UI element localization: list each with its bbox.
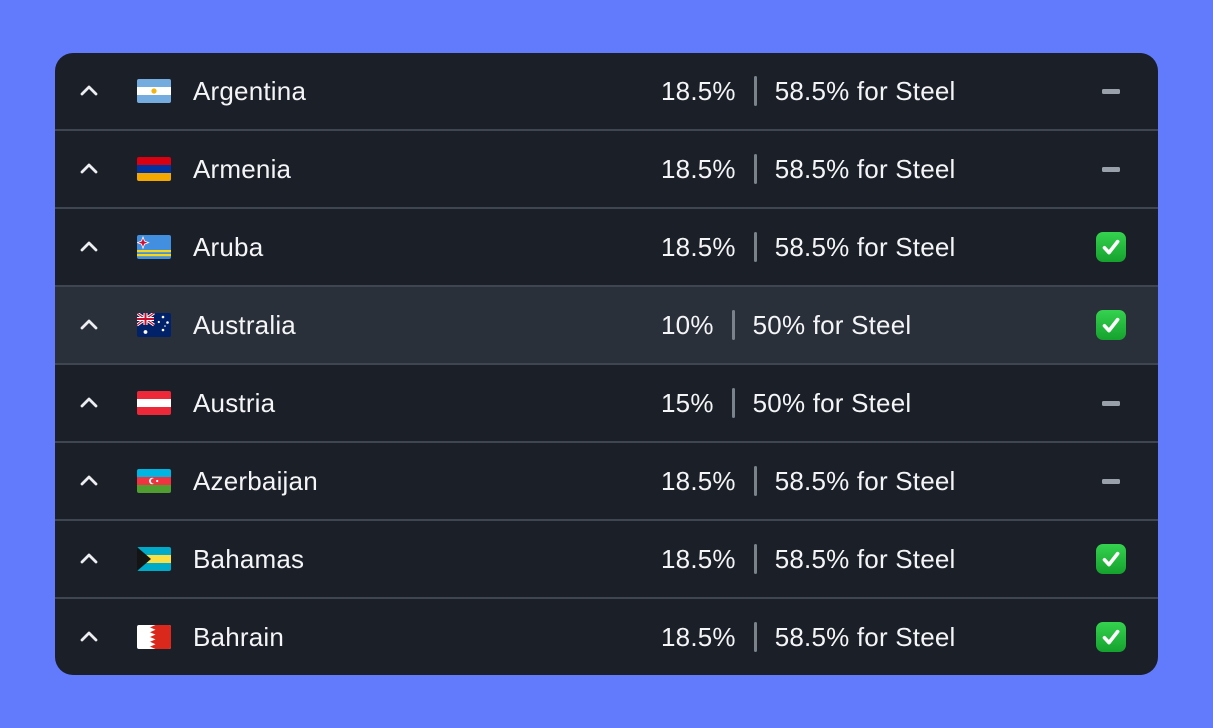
status-indicator — [1095, 599, 1127, 675]
armenia-flag-icon — [137, 157, 171, 181]
check-mark-icon — [1096, 622, 1126, 652]
tariff-rate: 18.5% — [661, 465, 736, 496]
chevron-up-icon — [80, 397, 98, 408]
tariff-rate: 18.5% — [661, 153, 736, 184]
argentina-flag-icon — [137, 79, 171, 103]
country-row[interactable]: Austria 15% 50% for Steel — [55, 363, 1158, 441]
tariff-rate: 10% — [661, 309, 714, 340]
country-row[interactable]: Bahrain 18.5% 58.5% for Steel — [55, 597, 1158, 675]
tariff-rates: 18.5% 58.5% for Steel — [661, 209, 956, 285]
tariff-rates: 18.5% 58.5% for Steel — [661, 521, 956, 597]
chevron-up-icon — [80, 319, 98, 330]
chevron-up-icon — [80, 85, 98, 96]
aruba-flag-icon — [137, 235, 171, 259]
rate-divider — [731, 310, 735, 340]
tariff-rate: 18.5% — [661, 621, 736, 652]
collapse-row-button[interactable] — [75, 311, 103, 339]
check-mark-icon — [1096, 544, 1126, 574]
rate-divider — [753, 76, 757, 106]
rate-divider — [753, 154, 757, 184]
check-mark-icon — [1096, 232, 1126, 262]
country-name: Armenia — [193, 153, 292, 184]
rate-divider — [753, 232, 757, 262]
rate-divider — [731, 388, 735, 418]
check-mark-icon — [1096, 310, 1126, 340]
chevron-up-icon — [80, 553, 98, 564]
australia-flag-icon — [137, 313, 171, 337]
chevron-up-icon — [80, 475, 98, 486]
status-indicator — [1095, 365, 1127, 441]
bahrain-flag-icon — [137, 625, 171, 649]
chevron-up-icon — [80, 163, 98, 174]
country-row[interactable]: Armenia 18.5% 58.5% for Steel — [55, 129, 1158, 207]
steel-tariff-rate: 58.5% for Steel — [774, 465, 956, 496]
steel-tariff-rate: 58.5% for Steel — [774, 621, 956, 652]
status-indicator — [1095, 53, 1127, 129]
country-name: Aruba — [193, 231, 264, 262]
tariff-rate: 18.5% — [661, 75, 736, 106]
bahamas-flag-icon — [137, 547, 171, 571]
country-row[interactable]: Azerbaijan 18.5% 58.5% for Steel — [55, 441, 1158, 519]
country-name: Bahrain — [193, 621, 285, 652]
collapse-row-button[interactable] — [75, 389, 103, 417]
country-row[interactable]: Argentina 18.5% 58.5% for Steel — [55, 53, 1158, 129]
steel-tariff-rate: 58.5% for Steel — [774, 153, 956, 184]
country-name: Bahamas — [193, 543, 305, 574]
tariff-rates: 15% 50% for Steel — [661, 365, 911, 441]
country-name: Austria — [193, 387, 276, 418]
collapse-row-button[interactable] — [75, 545, 103, 573]
tariff-rate: 15% — [661, 387, 714, 418]
collapse-row-button[interactable] — [75, 233, 103, 261]
dash-icon — [1102, 88, 1120, 94]
dash-icon — [1102, 478, 1120, 484]
austria-flag-icon — [137, 391, 171, 415]
tariff-rate: 18.5% — [661, 231, 736, 262]
chevron-up-icon — [80, 631, 98, 642]
tariff-rates: 10% 50% for Steel — [661, 287, 911, 363]
steel-tariff-rate: 58.5% for Steel — [774, 231, 956, 262]
status-indicator — [1095, 443, 1127, 519]
azerbaijan-flag-icon — [137, 469, 171, 493]
tariff-rates: 18.5% 58.5% for Steel — [661, 443, 956, 519]
country-row[interactable]: Australia 10% 50% for Steel — [55, 285, 1158, 363]
tariff-rates: 18.5% 58.5% for Steel — [661, 53, 956, 129]
country-row[interactable]: Bahamas 18.5% 58.5% for Steel — [55, 519, 1158, 597]
tariff-rates: 18.5% 58.5% for Steel — [661, 599, 956, 675]
collapse-row-button[interactable] — [75, 623, 103, 651]
country-name: Azerbaijan — [193, 465, 318, 496]
status-indicator — [1095, 209, 1127, 285]
rate-divider — [753, 544, 757, 574]
collapse-row-button[interactable] — [75, 467, 103, 495]
tariff-rate: 18.5% — [661, 543, 736, 574]
steel-tariff-rate: 58.5% for Steel — [774, 543, 956, 574]
steel-tariff-rate: 58.5% for Steel — [774, 75, 956, 106]
chevron-up-icon — [80, 241, 98, 252]
steel-tariff-rate: 50% for Steel — [752, 387, 912, 418]
country-name: Argentina — [193, 75, 307, 106]
rate-divider — [753, 622, 757, 652]
country-row[interactable]: Aruba 18.5% 58.5% for Steel — [55, 207, 1158, 285]
collapse-row-button[interactable] — [75, 77, 103, 105]
collapse-row-button[interactable] — [75, 155, 103, 183]
dash-icon — [1102, 400, 1120, 406]
status-indicator — [1095, 287, 1127, 363]
status-indicator — [1095, 521, 1127, 597]
steel-tariff-rate: 50% for Steel — [752, 309, 912, 340]
dash-icon — [1102, 166, 1120, 172]
country-name: Australia — [193, 309, 296, 340]
tariff-list-card: Argentina 18.5% 58.5% for Steel Armenia … — [55, 53, 1158, 675]
rate-divider — [753, 466, 757, 496]
status-indicator — [1095, 131, 1127, 207]
tariff-rates: 18.5% 58.5% for Steel — [661, 131, 956, 207]
